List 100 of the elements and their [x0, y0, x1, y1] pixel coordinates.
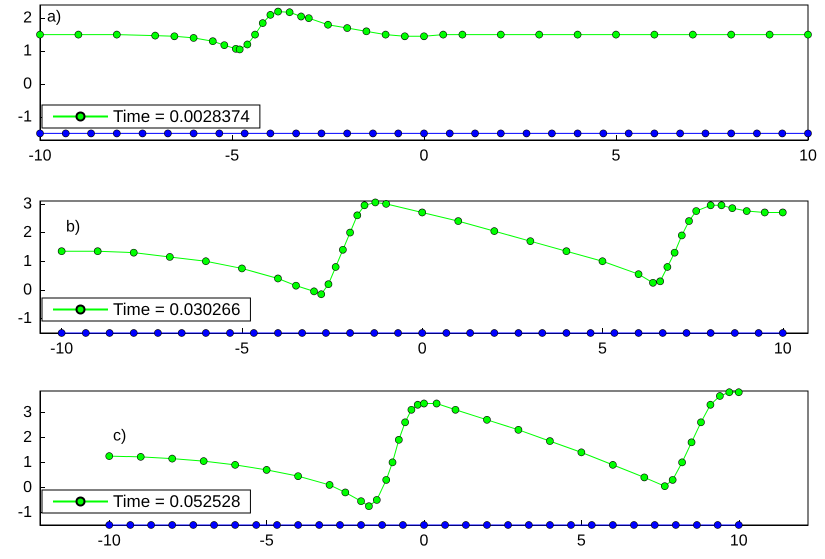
point [497, 130, 505, 138]
point [274, 8, 282, 16]
point [546, 521, 554, 529]
x-tick-label: -10 [28, 148, 52, 164]
point [574, 30, 582, 38]
y-tick-label: -1 [18, 108, 32, 126]
x-tick-label: -5 [260, 532, 274, 550]
point [526, 237, 534, 245]
point [382, 200, 390, 208]
point [598, 257, 606, 266]
annotation: a) [47, 8, 62, 26]
point [168, 454, 176, 462]
point [672, 521, 680, 529]
point [490, 329, 498, 337]
point [252, 521, 260, 529]
point [94, 247, 102, 256]
x-tick-label: 0 [418, 340, 427, 358]
point [388, 458, 396, 466]
point [240, 130, 248, 138]
point [292, 130, 300, 138]
point [370, 329, 378, 337]
point [164, 130, 172, 138]
point [292, 282, 300, 290]
point [106, 329, 114, 337]
point [697, 418, 705, 426]
y-tick-label: -1 [18, 504, 32, 521]
x-tick-label: 5 [598, 340, 608, 358]
point [151, 32, 159, 40]
point [408, 406, 416, 414]
point [442, 329, 450, 337]
point [452, 406, 460, 414]
point [399, 521, 407, 529]
point [678, 458, 686, 466]
point [432, 400, 440, 408]
y-tick-label: 1 [23, 42, 32, 60]
point [336, 521, 344, 529]
point [258, 19, 267, 27]
point [166, 253, 174, 261]
point [178, 329, 186, 337]
point [324, 280, 332, 288]
point [414, 400, 422, 409]
point [58, 329, 66, 337]
point [190, 130, 198, 138]
point [562, 329, 570, 337]
point [567, 521, 575, 529]
point [317, 290, 326, 298]
point [706, 400, 714, 409]
point [734, 388, 743, 396]
point [231, 521, 239, 529]
point [634, 329, 642, 337]
point [766, 30, 774, 38]
point [354, 212, 362, 220]
point [727, 30, 735, 38]
point [742, 207, 751, 215]
point [525, 521, 533, 529]
point [250, 329, 258, 337]
point [420, 521, 428, 529]
point [318, 130, 326, 138]
point [731, 329, 739, 337]
point [168, 521, 176, 529]
point [689, 30, 697, 38]
annotation: b) [66, 218, 80, 236]
point [202, 257, 210, 266]
point [634, 270, 642, 278]
point [656, 278, 664, 286]
x-tick-label: -5 [224, 148, 240, 164]
point [372, 198, 380, 206]
point [578, 448, 586, 456]
point [454, 217, 462, 225]
point [401, 32, 409, 40]
point [305, 14, 313, 22]
point [441, 521, 449, 529]
point [439, 30, 447, 38]
point [126, 521, 134, 529]
point [401, 418, 409, 426]
point [286, 8, 294, 16]
point [244, 40, 252, 48]
legend-label: Time = 0.0028374 [113, 107, 250, 126]
point [706, 202, 714, 210]
point [342, 488, 350, 496]
point [610, 329, 618, 337]
x-tick-label: 10 [799, 148, 817, 164]
point [170, 32, 178, 40]
point [600, 130, 608, 138]
point [369, 130, 377, 138]
legend-label: Time = 0.030266 [113, 300, 240, 319]
point [728, 204, 736, 212]
y-tick-label: 3 [23, 195, 32, 212]
point [522, 130, 530, 138]
y-tick-label: 1 [23, 454, 32, 471]
point [343, 24, 351, 32]
point [693, 521, 701, 529]
point [612, 30, 620, 38]
point [209, 37, 217, 46]
point [718, 202, 726, 210]
point [394, 130, 402, 138]
point [332, 263, 340, 271]
point [678, 232, 686, 240]
point [754, 329, 762, 337]
point [418, 329, 426, 337]
